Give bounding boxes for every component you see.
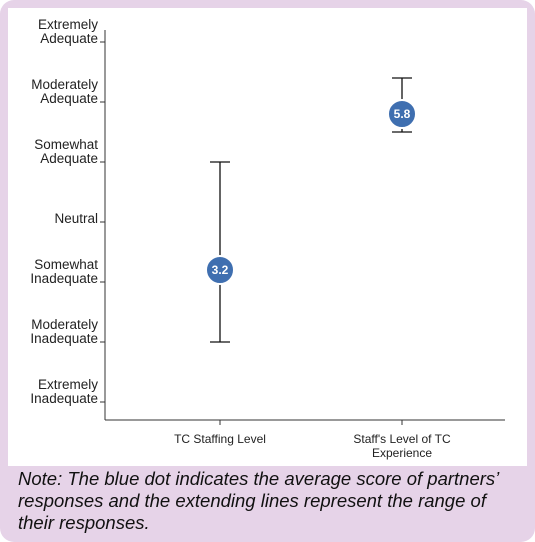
x-tick-label: TC Staffing Level bbox=[174, 432, 266, 446]
mean-dot bbox=[387, 99, 417, 129]
y-tick-label: Moderately Inadequate bbox=[30, 317, 98, 346]
note: Note: The blue dot indicates the average… bbox=[18, 468, 499, 533]
y-tick-label: Moderately Adequate bbox=[31, 77, 98, 106]
data-label: 3.2 bbox=[212, 263, 229, 277]
y-tick-label: Somewhat Inadequate bbox=[30, 257, 98, 286]
y-tick-label: Extremely Adequate bbox=[37, 17, 98, 46]
plot-background bbox=[8, 8, 527, 466]
y-tick-label: Neutral bbox=[54, 211, 98, 226]
x-tick-label: Staff's Level of TC Experience bbox=[353, 432, 451, 460]
y-tick-label: Extremely Inadequate bbox=[30, 377, 98, 406]
data-label: 5.8 bbox=[394, 107, 411, 121]
y-tick-label: Somewhat Adequate bbox=[34, 137, 98, 166]
mean-dot bbox=[205, 255, 235, 285]
